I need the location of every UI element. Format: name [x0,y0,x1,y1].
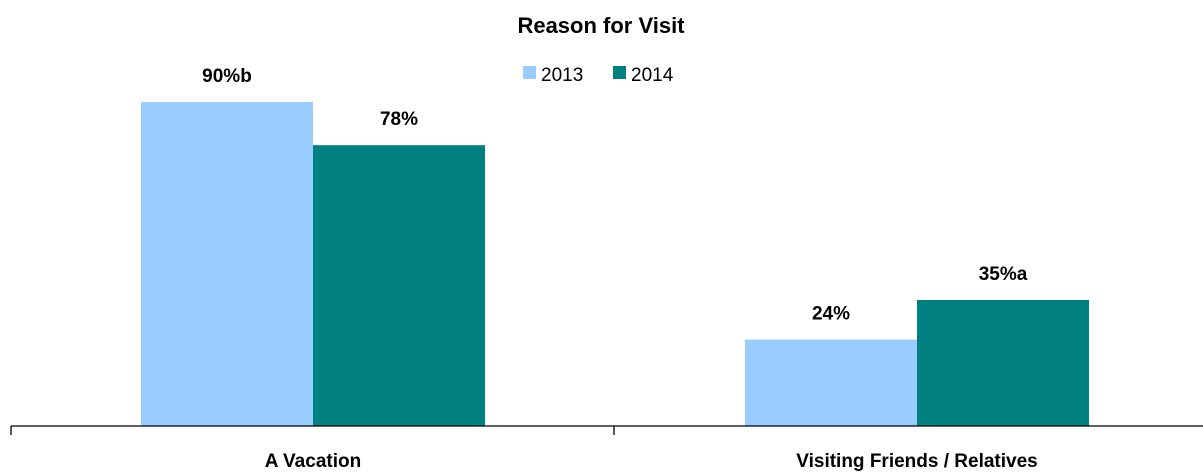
data-label-vacation-2014: 78% [380,109,418,130]
data-label-friends-relatives-2014: 35%a [979,264,1028,285]
data-label-vacation-2013: 90%b [202,66,252,87]
chart-title: Reason for Visit [517,13,685,38]
bar-friends-relatives-2013 [745,339,917,426]
legend-swatch-2014 [613,66,626,79]
x-axis: A Vacation Visiting Friends / Relatives [10,425,1203,472]
category-label-vacation: A Vacation [265,451,361,472]
bar-vacation-2013 [141,102,313,426]
legend-label-2013: 2013 [541,65,583,86]
data-labels: 90%b 78% 24% 35%a [202,66,1028,325]
bar-vacation-2014 [313,145,485,426]
data-label-friends-relatives-2013: 24% [812,304,850,325]
legend: 2013 2014 [523,65,674,86]
bars [141,102,1089,426]
legend-label-2014: 2014 [631,65,674,86]
category-label-friends-relatives: Visiting Friends / Relatives [796,451,1037,472]
legend-swatch-2013 [523,66,536,79]
bar-friends-relatives-2014 [917,300,1089,426]
